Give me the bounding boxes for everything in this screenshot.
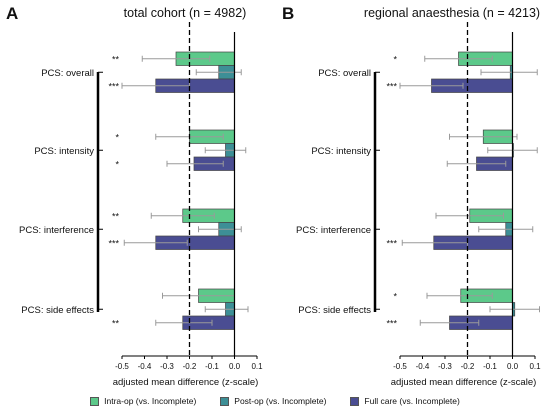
legend-swatch [90, 396, 100, 406]
x-tick-label: -0.5 [393, 362, 407, 371]
significance-marker: * [393, 291, 397, 301]
x-tick-label: -0.1 [205, 362, 219, 371]
x-tick-label: -0.3 [160, 362, 174, 371]
x-tick-label: 0.0 [229, 362, 241, 371]
x-tick-label: -0.1 [483, 362, 497, 371]
significance-marker: ** [112, 318, 120, 328]
significance-marker: * [115, 132, 119, 142]
category-label: PCS: interference [296, 225, 371, 236]
category-label: PCS: overall [41, 68, 94, 79]
x-tick-label: 0.1 [251, 362, 263, 371]
x-tick-label: 0.0 [507, 362, 519, 371]
x-tick-label: -0.5 [115, 362, 129, 371]
legend-label: Intra-op (vs. Incomplete) [104, 396, 197, 406]
x-tick-label: 0.1 [529, 362, 541, 371]
category-label: PCS: side effects [21, 305, 94, 316]
x-tick-label: -0.4 [138, 362, 152, 371]
legend-item: Intra-op (vs. Incomplete) [90, 396, 196, 406]
category-label: PCS: interference [19, 225, 94, 236]
legend-item: Full care (vs. Incomplete) [350, 396, 460, 406]
significance-marker: *** [108, 81, 119, 91]
legend: Intra-op (vs. Incomplete) Post-op (vs. In… [0, 393, 550, 409]
significance-marker: * [393, 54, 397, 64]
significance-marker: *** [108, 238, 119, 248]
legend-swatch [220, 396, 230, 406]
significance-marker: *** [386, 238, 397, 248]
chart-title: regional anaesthesia (n = 4213) [364, 6, 540, 20]
x-tick-label: -0.3 [438, 362, 452, 371]
legend-label: Post-op (vs. Incomplete) [234, 396, 327, 406]
significance-marker: * [115, 159, 119, 169]
category-label: PCS: intensity [311, 146, 371, 157]
x-tick-label: -0.4 [416, 362, 430, 371]
x-axis-title: adjusted mean difference (z-scale) [113, 377, 259, 388]
legend-swatch [350, 396, 360, 406]
category-label: PCS: side effects [298, 305, 371, 316]
significance-marker: *** [386, 318, 397, 328]
panel-letter: B [282, 4, 294, 23]
legend-label: Full care (vs. Incomplete) [364, 396, 460, 406]
legend-item: Post-op (vs. Incomplete) [220, 396, 326, 406]
panel-letter: A [6, 4, 18, 23]
category-label: PCS: intensity [34, 146, 94, 157]
category-label: PCS: overall [318, 68, 371, 79]
x-tick-label: -0.2 [461, 362, 475, 371]
x-axis-title: adjusted mean difference (z-scale) [391, 377, 537, 388]
x-tick-label: -0.2 [183, 362, 197, 371]
significance-marker: ** [112, 211, 120, 221]
significance-marker: *** [386, 81, 397, 91]
chart-title: total cohort (n = 4982) [124, 6, 247, 20]
significance-marker: ** [112, 54, 120, 64]
